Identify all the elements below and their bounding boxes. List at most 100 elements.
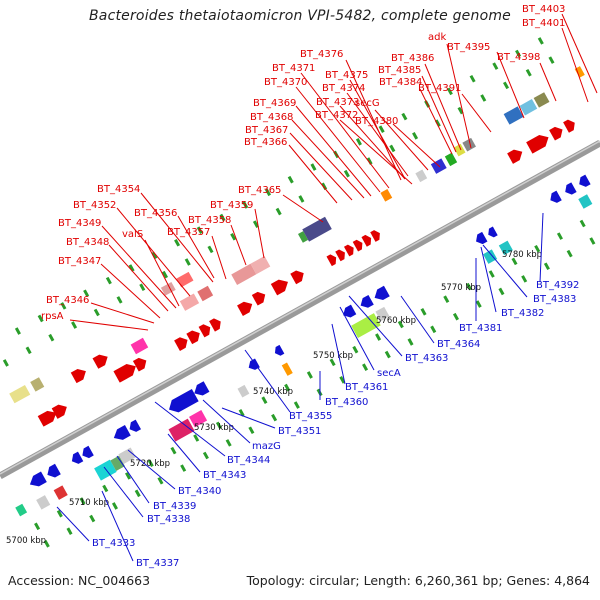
lower-feature-shape (15, 503, 28, 517)
upper-feature-guide (2, 56, 555, 367)
leader-line (230, 224, 247, 266)
forward-gene-shape (335, 249, 345, 262)
track-dot (310, 163, 317, 171)
backbone-highlight (0, 140, 600, 475)
reverse-gene (374, 285, 390, 301)
lower-feature (375, 306, 390, 322)
upper-feature-shape (30, 377, 45, 392)
track-dot (134, 489, 141, 498)
gene-label: BT_4333 (92, 538, 135, 549)
track-dot (362, 363, 369, 371)
kbp-tick-label: 5730 kbp (194, 423, 234, 433)
backbone-group (0, 139, 600, 480)
leader-line (108, 244, 169, 312)
gene-label: rpsA (41, 311, 64, 322)
forward-gene (335, 249, 345, 262)
reverse-gene-shape (29, 471, 47, 487)
reverse-gene (194, 381, 210, 396)
track-dot (343, 169, 350, 178)
gene-label: mazG (252, 441, 281, 452)
reverse-gene (47, 463, 61, 478)
gene-label: BT_4372 (315, 110, 358, 121)
track-dot (174, 238, 181, 247)
lower-feature-shape (281, 362, 293, 376)
leader-line (254, 208, 265, 259)
track-dot (60, 302, 67, 310)
track-dot (34, 522, 41, 531)
track-dot (306, 371, 313, 379)
upper-feature-shape (444, 152, 458, 167)
forward-gene-shape (352, 239, 363, 252)
lower-feature-shape (375, 306, 390, 322)
lower-feature-shape (168, 418, 195, 442)
track-dot (503, 81, 510, 90)
gene-label: BT_4382 (501, 308, 544, 319)
leader-line (90, 302, 155, 324)
upper-feature (519, 99, 538, 116)
upper-feature-shape (160, 281, 176, 296)
leader-line (69, 319, 149, 331)
lower-feature (36, 495, 51, 510)
forward-gene (237, 301, 253, 317)
kbp-tick-label: 5710 kbp (69, 498, 109, 508)
gene-label: valS (122, 229, 143, 240)
gene-label: BT_4373 (316, 97, 359, 108)
gene-label: BT_4358 (188, 215, 231, 226)
track-dot (151, 251, 158, 260)
upper-feature (444, 152, 458, 167)
reverse-gene (169, 388, 199, 413)
track-dot (321, 182, 328, 191)
lower-feature (498, 240, 513, 256)
leader-line (339, 119, 413, 185)
reverse-gene-shape (579, 174, 591, 187)
track-dot (93, 308, 100, 317)
leader-line (202, 399, 251, 444)
forward-gene (251, 291, 266, 306)
map-title: Bacteroides thetaiotaomicron VPI-5482, c… (88, 8, 511, 24)
gc-skew-lower-track (43, 237, 596, 548)
reverse-gene (579, 174, 591, 187)
forward-gene (198, 324, 211, 338)
gene-label: BT_4359 (210, 200, 253, 211)
track-dot (248, 426, 255, 435)
track-dot (202, 451, 209, 460)
forward-gene (209, 318, 221, 332)
kbp-tick-label: 5740 kbp (253, 387, 293, 397)
upper-feature-shape (503, 106, 524, 125)
leader-line (346, 92, 409, 177)
lower-feature (189, 410, 208, 428)
gene-label: BT_4354 (97, 184, 140, 195)
track-dot (79, 497, 86, 505)
lower-feature-shape (237, 384, 250, 398)
lower-gene-labels: BT_4392 BT_4383 BT_4382 BT_4381 BT_4364 BT_43… (56, 212, 579, 569)
gene-label: BT_4395 (447, 42, 490, 53)
forward-gene-shape (507, 149, 523, 164)
leader-line (331, 323, 346, 385)
leader-line (539, 62, 557, 102)
track-dot (2, 359, 9, 367)
track-dot (566, 249, 573, 258)
track-dot (457, 106, 464, 115)
track-dot (579, 219, 586, 228)
leader-line (349, 79, 405, 178)
forward-gene-shape (70, 368, 86, 384)
reverse-gene-shape (71, 451, 84, 464)
leader-line (140, 192, 214, 283)
gene-label: BT_4347 (58, 256, 101, 267)
forward-gene-shape (92, 354, 108, 369)
track-dot (128, 264, 135, 272)
upper-feature (453, 143, 466, 157)
track-dot (534, 244, 541, 253)
upper-feature-shape (231, 263, 257, 285)
leader-line (154, 401, 226, 457)
lower-feature-shape (578, 194, 593, 209)
track-dot (25, 346, 32, 355)
upper-feature-shape (302, 216, 332, 242)
gene-label: BT_4383 (533, 294, 576, 305)
gene-label: BT_4368 (250, 112, 293, 123)
upper-feature-shape (574, 66, 585, 78)
forward-gene (549, 126, 563, 141)
forward-gene-shape (251, 291, 266, 306)
track-dot (511, 257, 518, 266)
